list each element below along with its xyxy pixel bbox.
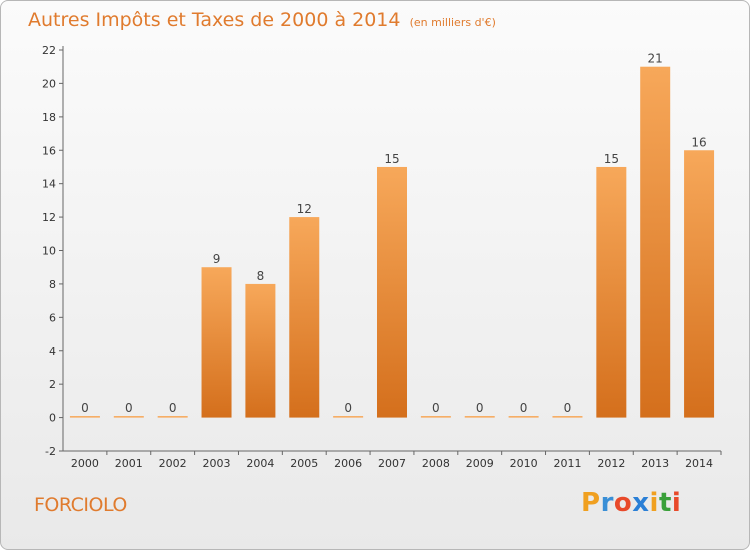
bar-value-label: 0 — [169, 401, 177, 415]
y-tick-label: 2 — [49, 378, 56, 391]
bar — [157, 416, 188, 418]
chart-unit: (en milliers d'€) — [409, 16, 496, 29]
bar — [464, 416, 495, 418]
bar-value-label: 0 — [476, 401, 484, 415]
bar — [684, 150, 715, 418]
bar-value-label: 0 — [520, 401, 528, 415]
bar — [333, 416, 364, 418]
bar — [113, 416, 144, 418]
bar-value-label: 0 — [432, 401, 440, 415]
logo-letter: x — [632, 488, 650, 518]
bar-value-label: 21 — [648, 52, 663, 66]
y-tick-label: 8 — [49, 278, 56, 291]
chart-title-text: Autres Impôts et Taxes de 2000 à 2014 — [28, 9, 401, 31]
x-tick-label: 2004 — [246, 457, 274, 470]
y-tick-label: 22 — [42, 44, 56, 57]
chart-title: Autres Impôts et Taxes de 2000 à 2014 (e… — [28, 9, 496, 31]
bar — [508, 416, 539, 418]
logo-letter: o — [613, 488, 633, 518]
bar-value-label: 0 — [125, 401, 133, 415]
bar — [420, 416, 451, 418]
bar-value-label: 16 — [691, 135, 706, 149]
x-tick-label: 2008 — [422, 457, 450, 470]
bar — [69, 416, 100, 418]
x-tick-label: 2012 — [597, 457, 625, 470]
logo-letter: r — [600, 488, 614, 518]
bar — [377, 166, 407, 418]
x-tick-label: 2005 — [290, 457, 318, 470]
x-tick-label: 2010 — [510, 457, 538, 470]
bar — [245, 283, 276, 418]
proxiti-logo: Proxiti — [581, 488, 681, 518]
bar-value-label: 0 — [564, 401, 572, 415]
y-tick-label: -2 — [45, 445, 56, 458]
logo-letter: i — [671, 488, 682, 518]
y-tick-label: 10 — [42, 245, 56, 258]
x-tick-label: 2009 — [466, 457, 494, 470]
x-tick-label: 2007 — [378, 457, 406, 470]
y-tick-label: 0 — [49, 412, 56, 425]
bar — [289, 217, 320, 418]
y-tick-label: 6 — [49, 311, 56, 324]
bar-value-label: 8 — [257, 269, 265, 283]
x-tick-label: 2014 — [685, 457, 713, 470]
axes: -2 0 2 4 6 8 10 12 14 16 18 20 22 2000 2001 2002 2003 200… — [42, 44, 722, 470]
bar-value-label: 9 — [213, 252, 221, 266]
y-tick-label: 12 — [42, 211, 56, 224]
commune-name: FORCIOLO — [34, 494, 127, 516]
y-tick-label: 18 — [42, 111, 56, 124]
y-tick-label: 4 — [49, 345, 56, 358]
y-tick-label: 14 — [42, 178, 56, 191]
bar-value-label: 0 — [81, 401, 89, 415]
x-tick-label: 2013 — [641, 457, 669, 470]
x-tick-label: 2002 — [159, 457, 187, 470]
value-labels: 0 0 0 9 8 12 0 15 0 0 0 0 15 21 16 — [81, 52, 707, 415]
bar-value-label: 15 — [384, 152, 399, 166]
y-tick-label: 20 — [42, 77, 56, 90]
bar-value-label: 12 — [297, 202, 312, 216]
bar — [552, 416, 583, 418]
logo-letter: t — [658, 488, 672, 518]
x-tick-label: 2003 — [203, 457, 231, 470]
bar — [640, 66, 671, 418]
bar — [201, 267, 232, 418]
logo-letter: P — [581, 488, 601, 518]
bars — [69, 66, 715, 418]
bar-value-label: 15 — [604, 152, 619, 166]
logo-letter: i — [649, 488, 659, 518]
y-tick-label: 16 — [42, 144, 56, 157]
x-tick-label: 2000 — [71, 457, 99, 470]
bar — [596, 166, 627, 418]
x-tick-label: 2001 — [115, 457, 143, 470]
x-tick-label: 2011 — [553, 457, 581, 470]
x-tick-label: 2006 — [334, 457, 362, 470]
bar-value-label: 0 — [344, 401, 352, 415]
